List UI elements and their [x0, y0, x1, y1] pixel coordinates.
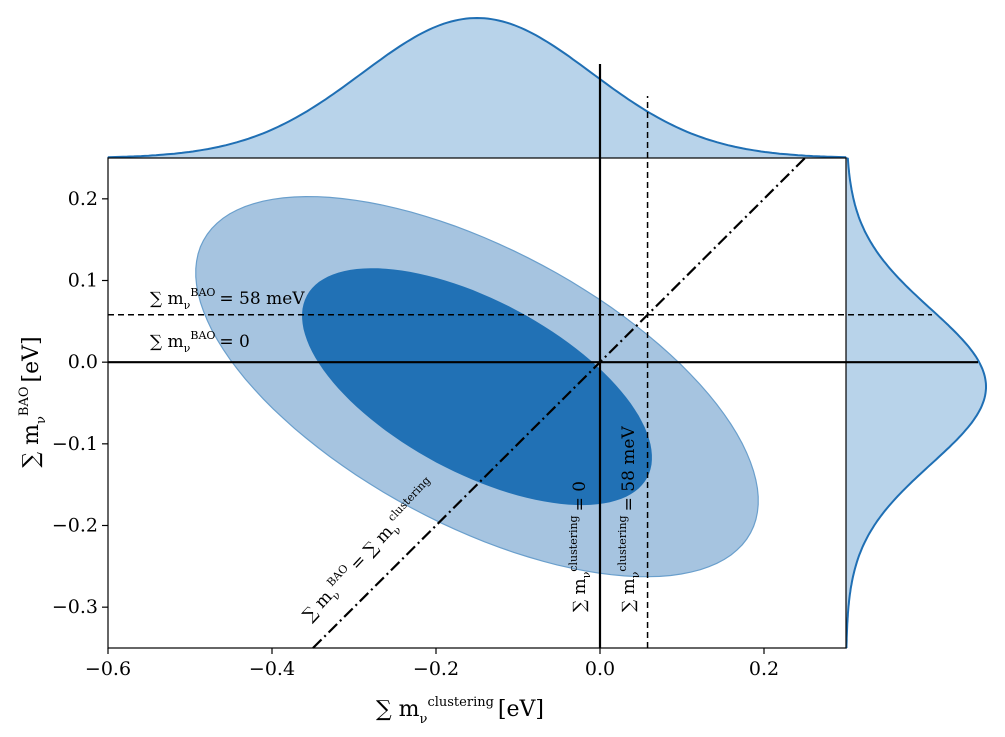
x-tick-label: −0.2 [413, 658, 459, 680]
y-axis-ticks: −0.3 −0.2 −0.1 0.0 0.1 0.2 [52, 188, 108, 618]
main-axes-frame [107, 157, 847, 649]
right-marginal-fill [845, 157, 987, 649]
x-tick-label: 0.2 [749, 658, 779, 680]
y-axis-label: ∑ mνBAO [eV] [17, 336, 49, 467]
reference-line-4 [312, 157, 806, 649]
right-marginal-curve [845, 157, 987, 648]
y-label-sub: ν [34, 416, 49, 424]
x-tick-label: −0.4 [249, 658, 295, 680]
top-marginal-fill [107, 17, 847, 159]
x-tick-label: 0.0 [585, 658, 615, 680]
x-label-sup: clustering [427, 695, 493, 710]
top-marginal [107, 16, 847, 159]
x-axis-ticks: −0.6 −0.4 −0.2 0.0 0.2 [85, 648, 779, 680]
y-label-unit: [eV] [19, 336, 44, 382]
y-tick-label: 0.1 [68, 270, 98, 292]
x-axis-label: ∑ mν clustering [eV] [376, 695, 544, 727]
y-tick-label: −0.1 [52, 433, 98, 455]
reference-lines [108, 64, 978, 649]
main-panel [107, 157, 847, 649]
y-tick-label: −0.2 [52, 515, 98, 537]
annot-bao-0: ∑ mνBAO = 0 [150, 329, 250, 355]
annot-clustering-58: ∑ mνclustering= 58 meV [616, 426, 642, 612]
x-label-sum: ∑ m [376, 697, 420, 722]
y-tick-label: −0.3 [52, 596, 98, 618]
x-tick-label: −0.6 [85, 658, 131, 680]
contour-68 [302, 268, 652, 506]
y-label-sum: ∑ m [19, 424, 44, 468]
annot-bao-58: ∑ mνBAO = 58 meV [150, 286, 305, 312]
right-marginal [845, 157, 987, 649]
x-label-unit: [eV] [498, 697, 544, 722]
x-label-sub: ν [420, 712, 428, 727]
top-marginal-curve [107, 16, 847, 159]
annot-clustering-0: ∑ mνclustering= 0 [567, 481, 593, 612]
y-label-sup: BAO [17, 387, 32, 417]
y-tick-label: 0.0 [68, 351, 98, 373]
y-tick-label: 0.2 [68, 188, 98, 210]
